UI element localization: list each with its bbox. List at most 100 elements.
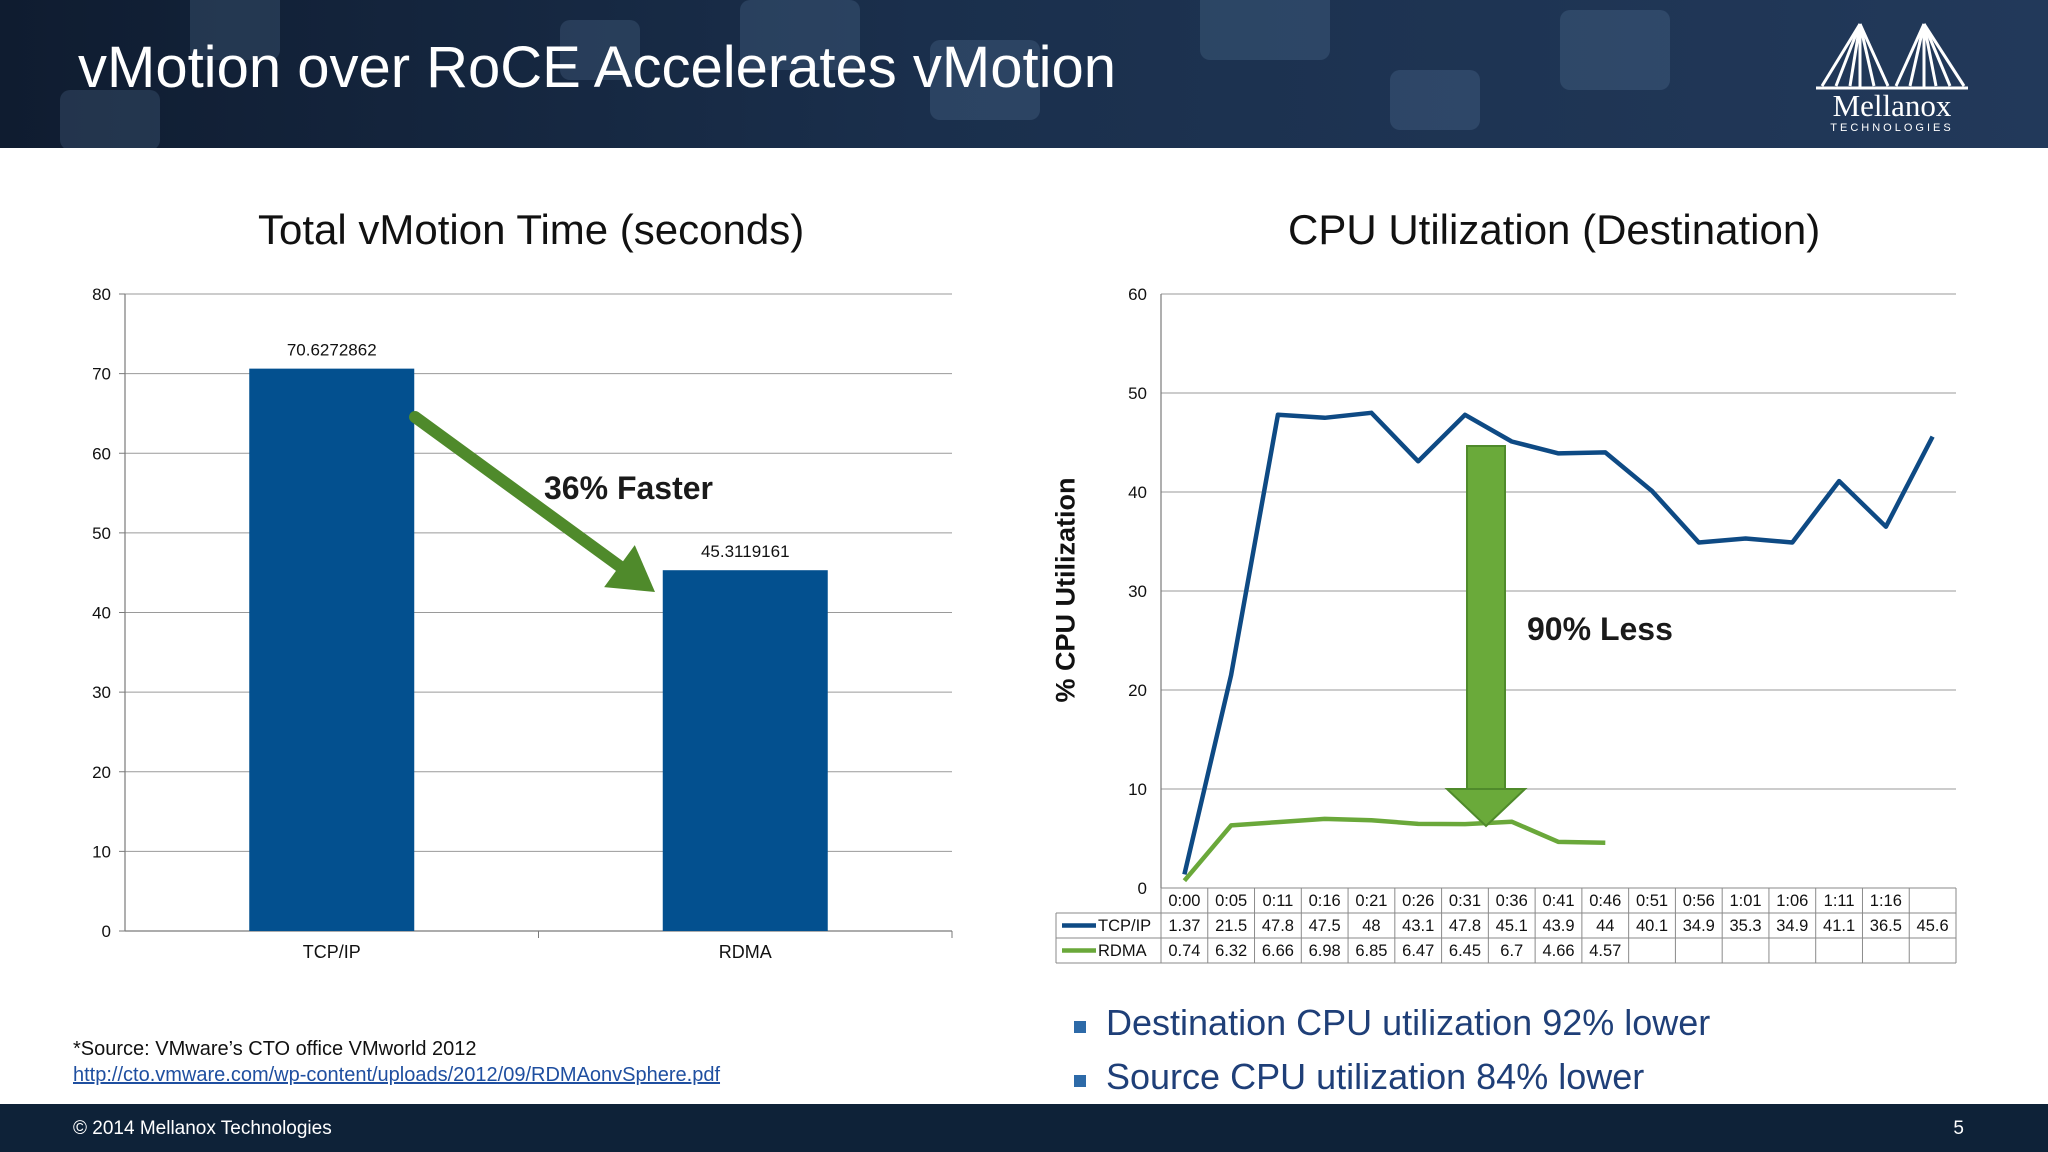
table-x-label: 0:16 <box>1309 892 1341 910</box>
source-note: *Source: VMware’s CTO office VMworld 201… <box>73 1038 477 1060</box>
table-value: 6.66 <box>1262 942 1294 960</box>
faster-arrow-shaft <box>409 411 626 573</box>
bullet-text: Destination CPU utilization 92% lower <box>1106 1002 1711 1043</box>
table-value: 43.9 <box>1542 917 1574 935</box>
logo-subtitle: TECHNOLOGIES <box>1830 122 1954 134</box>
header-decor-tile <box>930 40 1040 120</box>
line-y-tick-label: 50 <box>1128 384 1147 403</box>
table-value: 41.1 <box>1823 917 1855 935</box>
bar-y-tick-label: 70 <box>92 365 111 384</box>
table-value: 1.37 <box>1168 917 1200 935</box>
bar-y-tick-label: 60 <box>92 444 111 463</box>
table-value: 21.5 <box>1215 917 1247 935</box>
table-x-label: 0:11 <box>1262 892 1293 910</box>
bar-chart-title: Total vMotion Time (seconds) <box>258 206 805 253</box>
bar-y-tick-label: 0 <box>102 922 111 941</box>
table-x-label: 1:01 <box>1729 892 1761 910</box>
table-value: 34.9 <box>1776 917 1808 935</box>
line-y-tick-label: 0 <box>1138 879 1147 898</box>
table-x-label: 0:26 <box>1402 892 1434 910</box>
bridge-icon <box>1816 23 1968 90</box>
bar-value-label: 45.3119161 <box>701 542 790 561</box>
table-value: 6.47 <box>1402 942 1434 960</box>
table-x-label: 0:05 <box>1215 892 1247 910</box>
table-x-label: 0:56 <box>1683 892 1715 910</box>
table-value: 0.74 <box>1168 942 1200 960</box>
table-value: 44 <box>1596 917 1614 935</box>
table-value: 47.8 <box>1262 917 1294 935</box>
table-x-label: 0:46 <box>1589 892 1621 910</box>
table-x-label: 0:51 <box>1636 892 1668 910</box>
faster-arrow-icon <box>604 545 655 592</box>
source-link[interactable]: http://cto.vmware.com/wp-content/uploads… <box>73 1064 721 1086</box>
table-value: 34.9 <box>1683 917 1715 935</box>
bar-value-label: 70.6272862 <box>287 341 377 360</box>
series-line-rdma <box>1182 816 1606 883</box>
bullet-marker-icon <box>1074 1021 1086 1033</box>
header-decor-tile <box>1200 0 1330 60</box>
bar-y-tick-label: 50 <box>92 524 111 543</box>
table-x-label: 0:41 <box>1542 892 1574 910</box>
table-x-label: 1:11 <box>1824 892 1855 910</box>
bar-category-label: RDMA <box>719 942 772 962</box>
bar-y-tick-label: 30 <box>92 683 111 702</box>
less-annotation: 90% Less <box>1527 611 1673 647</box>
table-value: 6.85 <box>1355 942 1387 960</box>
table-value: 45.6 <box>1917 917 1949 935</box>
bar <box>249 368 415 931</box>
table-value: 40.1 <box>1636 917 1668 935</box>
bullet-text: Source CPU utilization 84% lower <box>1106 1056 1645 1097</box>
slide-title: vMotion over RoCE Accelerates vMotion <box>78 35 1116 100</box>
bullet-item: Destination CPU utilization 92% lower <box>1072 1002 1710 1056</box>
table-x-label: 0:21 <box>1355 892 1387 910</box>
line-chart-title: CPU Utilization (Destination) <box>1288 206 1821 253</box>
bar <box>662 570 828 931</box>
footer-copyright: © 2014 Mellanox Technologies <box>73 1118 332 1139</box>
table-value: 35.3 <box>1729 917 1761 935</box>
table-value: 47.5 <box>1309 917 1341 935</box>
header-decor-tile <box>560 20 640 80</box>
page-number: 5 <box>1953 1118 1964 1139</box>
table-value: 6.98 <box>1309 942 1341 960</box>
line-y-tick-label: 60 <box>1128 285 1147 304</box>
less-arrow-icon <box>1444 788 1528 828</box>
bar-y-tick-label: 20 <box>92 763 111 782</box>
legend-label: TCP/IP <box>1098 917 1151 935</box>
table-value: 48 <box>1362 917 1380 935</box>
slide-header: vMotion over RoCE Accelerates vMotion Me… <box>0 0 2048 148</box>
table-x-label: 0:31 <box>1449 892 1481 910</box>
line-chart-ylabel: % CPU Utilization <box>1050 477 1081 703</box>
bar-category-label: TCP/IP <box>303 942 361 962</box>
mellanox-logo: Mellanox TECHNOLOGIES <box>1812 18 1972 138</box>
header-decor-tile <box>1560 10 1670 90</box>
bullet-item: Source CPU utilization 84% lower <box>1072 1056 1710 1110</box>
table-value: 43.1 <box>1402 917 1434 935</box>
series-line-tcpip <box>1182 410 1935 875</box>
faster-annotation: 36% Faster <box>544 470 713 506</box>
table-value: 6.7 <box>1500 942 1523 960</box>
table-value: 6.32 <box>1215 942 1247 960</box>
table-value: 6.45 <box>1449 942 1481 960</box>
table-x-label: 1:16 <box>1870 892 1902 910</box>
bullet-marker-icon <box>1074 1075 1086 1087</box>
header-decor-tile <box>190 0 280 60</box>
slide-footer: © 2014 Mellanox Technologies 5 <box>0 1104 2048 1152</box>
header-decor-tile <box>1390 70 1480 130</box>
line-y-tick-label: 20 <box>1128 681 1147 700</box>
table-value: 47.8 <box>1449 917 1481 935</box>
bar-y-tick-label: 10 <box>92 842 111 861</box>
table-value: 4.57 <box>1589 942 1621 960</box>
bar-y-tick-label: 80 <box>92 285 111 304</box>
line-y-tick-label: 10 <box>1128 780 1147 799</box>
line-y-tick-label: 30 <box>1128 582 1147 601</box>
table-x-label: 1:06 <box>1776 892 1808 910</box>
less-arrow-shaft <box>1466 445 1506 790</box>
bullet-list: Destination CPU utilization 92% lower So… <box>1072 1002 1710 1110</box>
table-value: 45.1 <box>1496 917 1528 935</box>
bar-y-tick-label: 40 <box>92 604 111 623</box>
table-x-label: 0:36 <box>1496 892 1528 910</box>
line-y-tick-label: 40 <box>1128 483 1147 502</box>
legend-label: RDMA <box>1098 942 1147 960</box>
